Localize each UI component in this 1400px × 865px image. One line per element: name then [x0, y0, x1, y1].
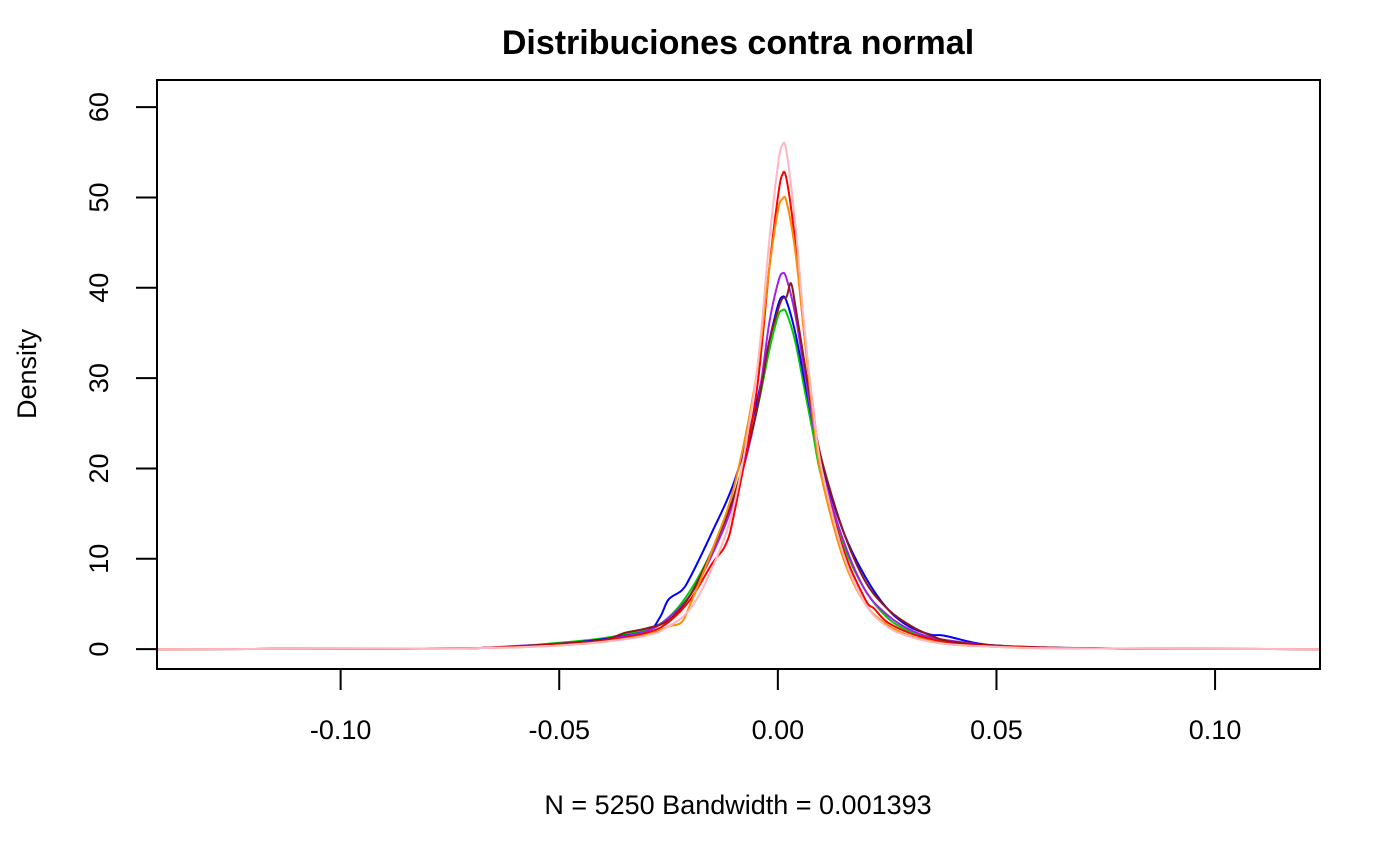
y-tick-label: 50 [84, 182, 114, 212]
x-tick-label: 0.00 [752, 715, 805, 745]
chart-title: Distribuciones contra normal [502, 24, 974, 62]
density-line-3 [156, 271, 1321, 651]
x-tick-label: 0.05 [970, 715, 1023, 745]
y-axis-label: Density [12, 328, 42, 419]
y-tick-label: 10 [84, 544, 114, 574]
density-line-7 [156, 141, 1321, 651]
y-tick-label: 60 [84, 92, 114, 122]
y-axis: 0 10 20 30 40 50 60 [84, 92, 158, 657]
y-tick-label: 30 [84, 363, 114, 393]
y-tick-label: 0 [84, 642, 114, 657]
series-layer [156, 141, 1321, 651]
density-line-5 [156, 170, 1321, 651]
x-axis-label: N = 5250 Bandwidth = 0.001393 [544, 790, 931, 820]
x-axis: -0.10 -0.05 0.00 0.05 0.10 [310, 668, 1242, 745]
y-tick-label: 40 [84, 273, 114, 303]
x-tick-label: -0.10 [310, 715, 372, 745]
x-tick-label: 0.10 [1189, 715, 1242, 745]
plot-frame [156, 79, 1321, 670]
y-tick-label: 20 [84, 453, 114, 483]
density-line-6 [156, 195, 1321, 651]
x-tick-label: -0.05 [528, 715, 590, 745]
